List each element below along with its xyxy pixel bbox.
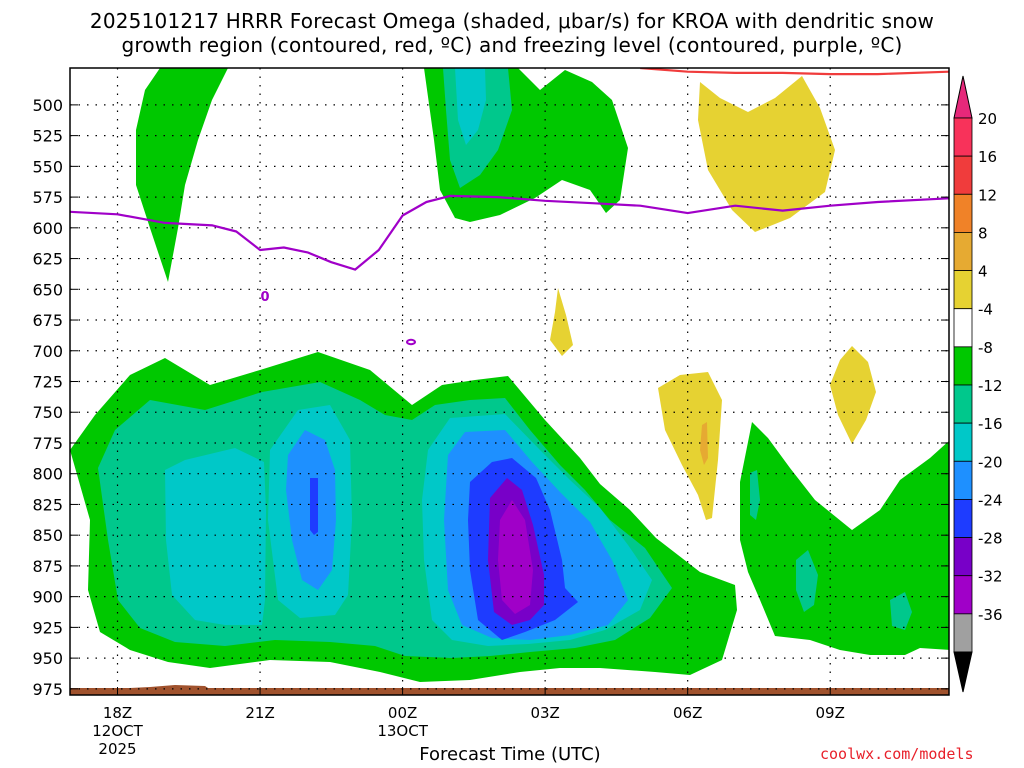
- y-tick-label: 950: [32, 649, 63, 668]
- omega-region-minus8: [890, 592, 912, 630]
- x-tick-label: 21Z: [245, 704, 274, 722]
- x-tick-label: 00Z: [388, 704, 417, 722]
- colorbar-label: 16: [978, 148, 997, 166]
- colorbar-swatch: [953, 422, 973, 462]
- colorbar-swatch: [953, 384, 973, 424]
- freezing-level-small-contour: [406, 338, 416, 346]
- omega-region-plus4: [550, 288, 573, 356]
- colorbar-swatch: [953, 575, 973, 615]
- colorbar-label: -20: [978, 453, 1003, 471]
- x-tick-date: 12OCT: [92, 722, 143, 740]
- terrain-bump: [130, 685, 208, 688]
- dendritic-growth-contour: [640, 68, 949, 76]
- colorbar-label: 8: [978, 224, 988, 242]
- colorbar-swatch: [953, 537, 973, 577]
- colorbar-swatch: [953, 308, 973, 348]
- y-tick-label: 575: [32, 188, 63, 207]
- omega-region-plus4: [698, 76, 835, 232]
- colorbar-label: -8: [978, 339, 993, 357]
- x-tick-label: 18Z: [103, 704, 132, 722]
- colorbar-swatch: [953, 499, 973, 538]
- chart-title-line2: growth region (contoured, red, ºC) and f…: [121, 33, 903, 57]
- colorbar-label: -4: [978, 301, 993, 319]
- colorbar-swatch: [953, 232, 973, 271]
- colorbar-swatch: [953, 193, 973, 233]
- colorbar-label: -16: [978, 415, 1003, 433]
- freezing-level-contour: [70, 194, 949, 271]
- colorbar-bottom-arrow: [953, 651, 973, 693]
- colorbar-label: -24: [978, 491, 1003, 509]
- omega-region-minus28: [498, 500, 533, 614]
- x-axis-title: Forecast Time (UTC): [419, 744, 601, 765]
- contour-lines: [70, 68, 949, 271]
- colorbar-swatch: [953, 346, 973, 386]
- y-tick-label: 600: [32, 219, 63, 238]
- omega-region-minus4: [136, 68, 228, 282]
- colorbar-label: -32: [978, 568, 1003, 586]
- source-credit: coolwx.com/models: [820, 745, 974, 763]
- y-tick-label: 900: [32, 588, 63, 607]
- x-tick-year: 2025: [98, 740, 136, 758]
- omega-region-plus8: [700, 422, 708, 465]
- x-tick-date: 13OCT: [377, 722, 428, 740]
- colorbar-label: 12: [978, 186, 997, 204]
- chart-title-line1: 2025101217 HRRR Forecast Omega (shaded, …: [89, 9, 935, 33]
- y-tick-label: 675: [32, 311, 63, 330]
- y-tick-label: 550: [32, 157, 63, 176]
- y-tick-label: 525: [32, 127, 63, 146]
- x-tick-label: 03Z: [530, 704, 559, 722]
- y-tick-label: 975: [32, 680, 63, 699]
- colorbar-top-arrow: [953, 75, 973, 119]
- y-tick-label: 825: [32, 495, 63, 514]
- omega-region-minus12: [455, 68, 486, 145]
- omega-region-plus4: [830, 346, 876, 444]
- omega-region-minus20: [310, 478, 318, 535]
- omega-shading: [70, 68, 949, 695]
- x-tick-label: 06Z: [673, 704, 702, 722]
- colorbar-swatch: [953, 117, 973, 157]
- y-tick-label: 925: [32, 618, 63, 637]
- colorbar-label: -12: [978, 377, 1003, 395]
- colorbar-swatch: [953, 460, 973, 500]
- y-tick-label: 850: [32, 526, 63, 545]
- colorbar: 20 16 12 8 4 -4 -8 -12 -16 -20 -24 -28 -32 -36: [953, 75, 1003, 693]
- y-tick-label: 875: [32, 557, 63, 576]
- y-tick-label: 775: [32, 434, 63, 453]
- freezing-level-label: 0: [260, 290, 269, 305]
- omega-region-plus4: [658, 372, 722, 520]
- y-tick-label: 500: [32, 96, 63, 115]
- y-tick-label: 650: [32, 280, 63, 299]
- y-tick-label: 700: [32, 342, 63, 361]
- y-axis: 500 525 550 575 600 625 650 675 700 725 750 775 800 8…: [32, 96, 949, 699]
- y-tick-label: 625: [32, 250, 63, 269]
- colorbar-swatch: [953, 155, 973, 195]
- omega-region-minus8: [750, 470, 760, 520]
- omega-region-minus12: [165, 448, 266, 625]
- colorbar-swatch: [953, 613, 973, 653]
- colorbar-swatch: [953, 270, 973, 310]
- terrain-surface: [70, 688, 949, 695]
- colorbar-label: -36: [978, 606, 1003, 624]
- y-tick-label: 750: [32, 403, 63, 422]
- colorbar-label: 4: [978, 263, 988, 281]
- x-tick-label: 09Z: [816, 704, 845, 722]
- y-tick-label: 800: [32, 465, 63, 484]
- colorbar-label: 20: [978, 110, 997, 128]
- y-tick-label: 725: [32, 373, 63, 392]
- colorbar-label: -28: [978, 530, 1003, 548]
